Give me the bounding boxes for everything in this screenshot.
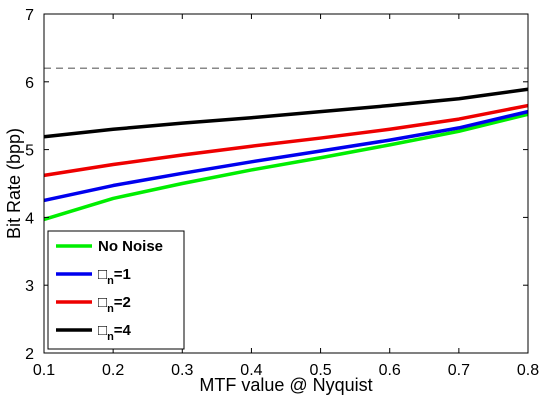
legend-subscript: n: [107, 275, 114, 287]
legend-suffix: =1: [114, 266, 131, 283]
legend-label-2: □n=1: [98, 266, 131, 287]
y-axis-title: Bit Rate (bpp): [4, 128, 24, 239]
legend-symbol: □: [98, 294, 107, 311]
legend-subscript: n: [107, 303, 114, 315]
x-tick-label: 0.5: [309, 362, 331, 379]
series-line-1: [43, 112, 529, 222]
legend-label-4: □n=4: [98, 322, 132, 343]
x-tick-label: 0.2: [102, 362, 124, 379]
series-line-4: [43, 87, 529, 139]
y-tick-label: 4: [25, 210, 34, 227]
series-line-2: [43, 109, 529, 203]
legend-symbol: □: [98, 266, 107, 283]
y-tick-label: 7: [25, 7, 34, 24]
series-line-3: [43, 103, 529, 178]
y-tick-label: 6: [25, 75, 34, 92]
x-tick-label: 0.4: [240, 362, 262, 379]
x-tick-label: 0.3: [171, 362, 193, 379]
legend-suffix: =2: [114, 294, 131, 311]
legend-symbol: □: [98, 322, 107, 339]
tick-layer: 0.1 0.2 0.3 0.4 0.5 0.6 0.7 0.8 2 3 4 5 6 7: [25, 7, 539, 379]
x-tick-label: 0.1: [33, 362, 55, 379]
y-tick-label: 2: [25, 346, 34, 363]
x-axis-title: MTF value @ Nyquist: [199, 375, 372, 395]
x-tick-label: 0.7: [448, 362, 470, 379]
legend-label-1: No Noise: [98, 238, 163, 255]
legend-label-3: □n=2: [98, 294, 131, 315]
plot-frame: [43, 13, 529, 354]
legend-subscript: n: [107, 331, 114, 343]
legend-suffix: =4: [114, 322, 132, 339]
y-tick-label: 5: [25, 143, 34, 160]
y-tick-label: 3: [25, 278, 34, 295]
x-tick-label: 0.8: [517, 362, 539, 379]
legend: No Noise□n=1□n=2□n=4: [47, 230, 185, 350]
x-tick-label: 0.6: [379, 362, 401, 379]
series-layer: [43, 87, 529, 222]
